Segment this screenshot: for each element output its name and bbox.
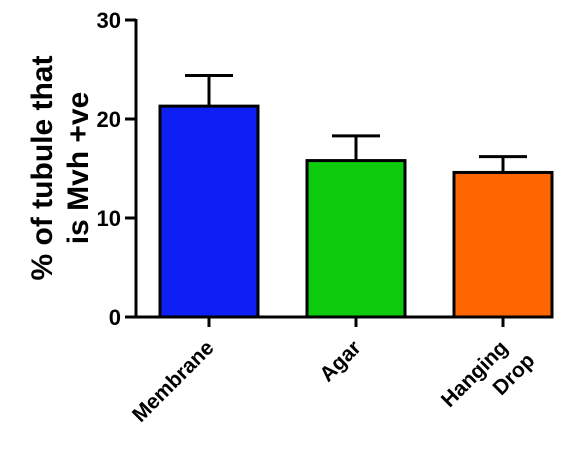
y-tick-label: 10 [97,206,121,231]
y-axis-title-text: % of tubule that is Mvh +ve [26,56,95,281]
bar-membrane [158,104,260,319]
x-tick-label-hanging-drop: HangingDrop [437,329,540,432]
y-tick-label: 20 [97,107,121,132]
x-tick-label-membrane: Membrane [128,336,219,427]
y-tick-label: 0 [109,305,121,330]
x-axis: Membrane Agar HangingDrop [128,315,548,432]
y-tick-label: 30 [97,8,121,33]
bars [158,73,554,319]
y-axis-title-line: is Mvh +ve [62,92,95,245]
y-axis-title-line: % of tubule that [26,56,59,281]
y-axis-title: % of tubule that is Mvh +ve [26,56,95,281]
x-tick-label-line: Agar [315,336,365,386]
bar-hanging-drop [452,170,554,319]
x-tick-label-agar: Agar [315,336,365,386]
bar-agar [305,159,407,319]
y-axis: 0 10 20 30 [97,8,138,330]
x-tick-label-line: Membrane [128,336,219,427]
